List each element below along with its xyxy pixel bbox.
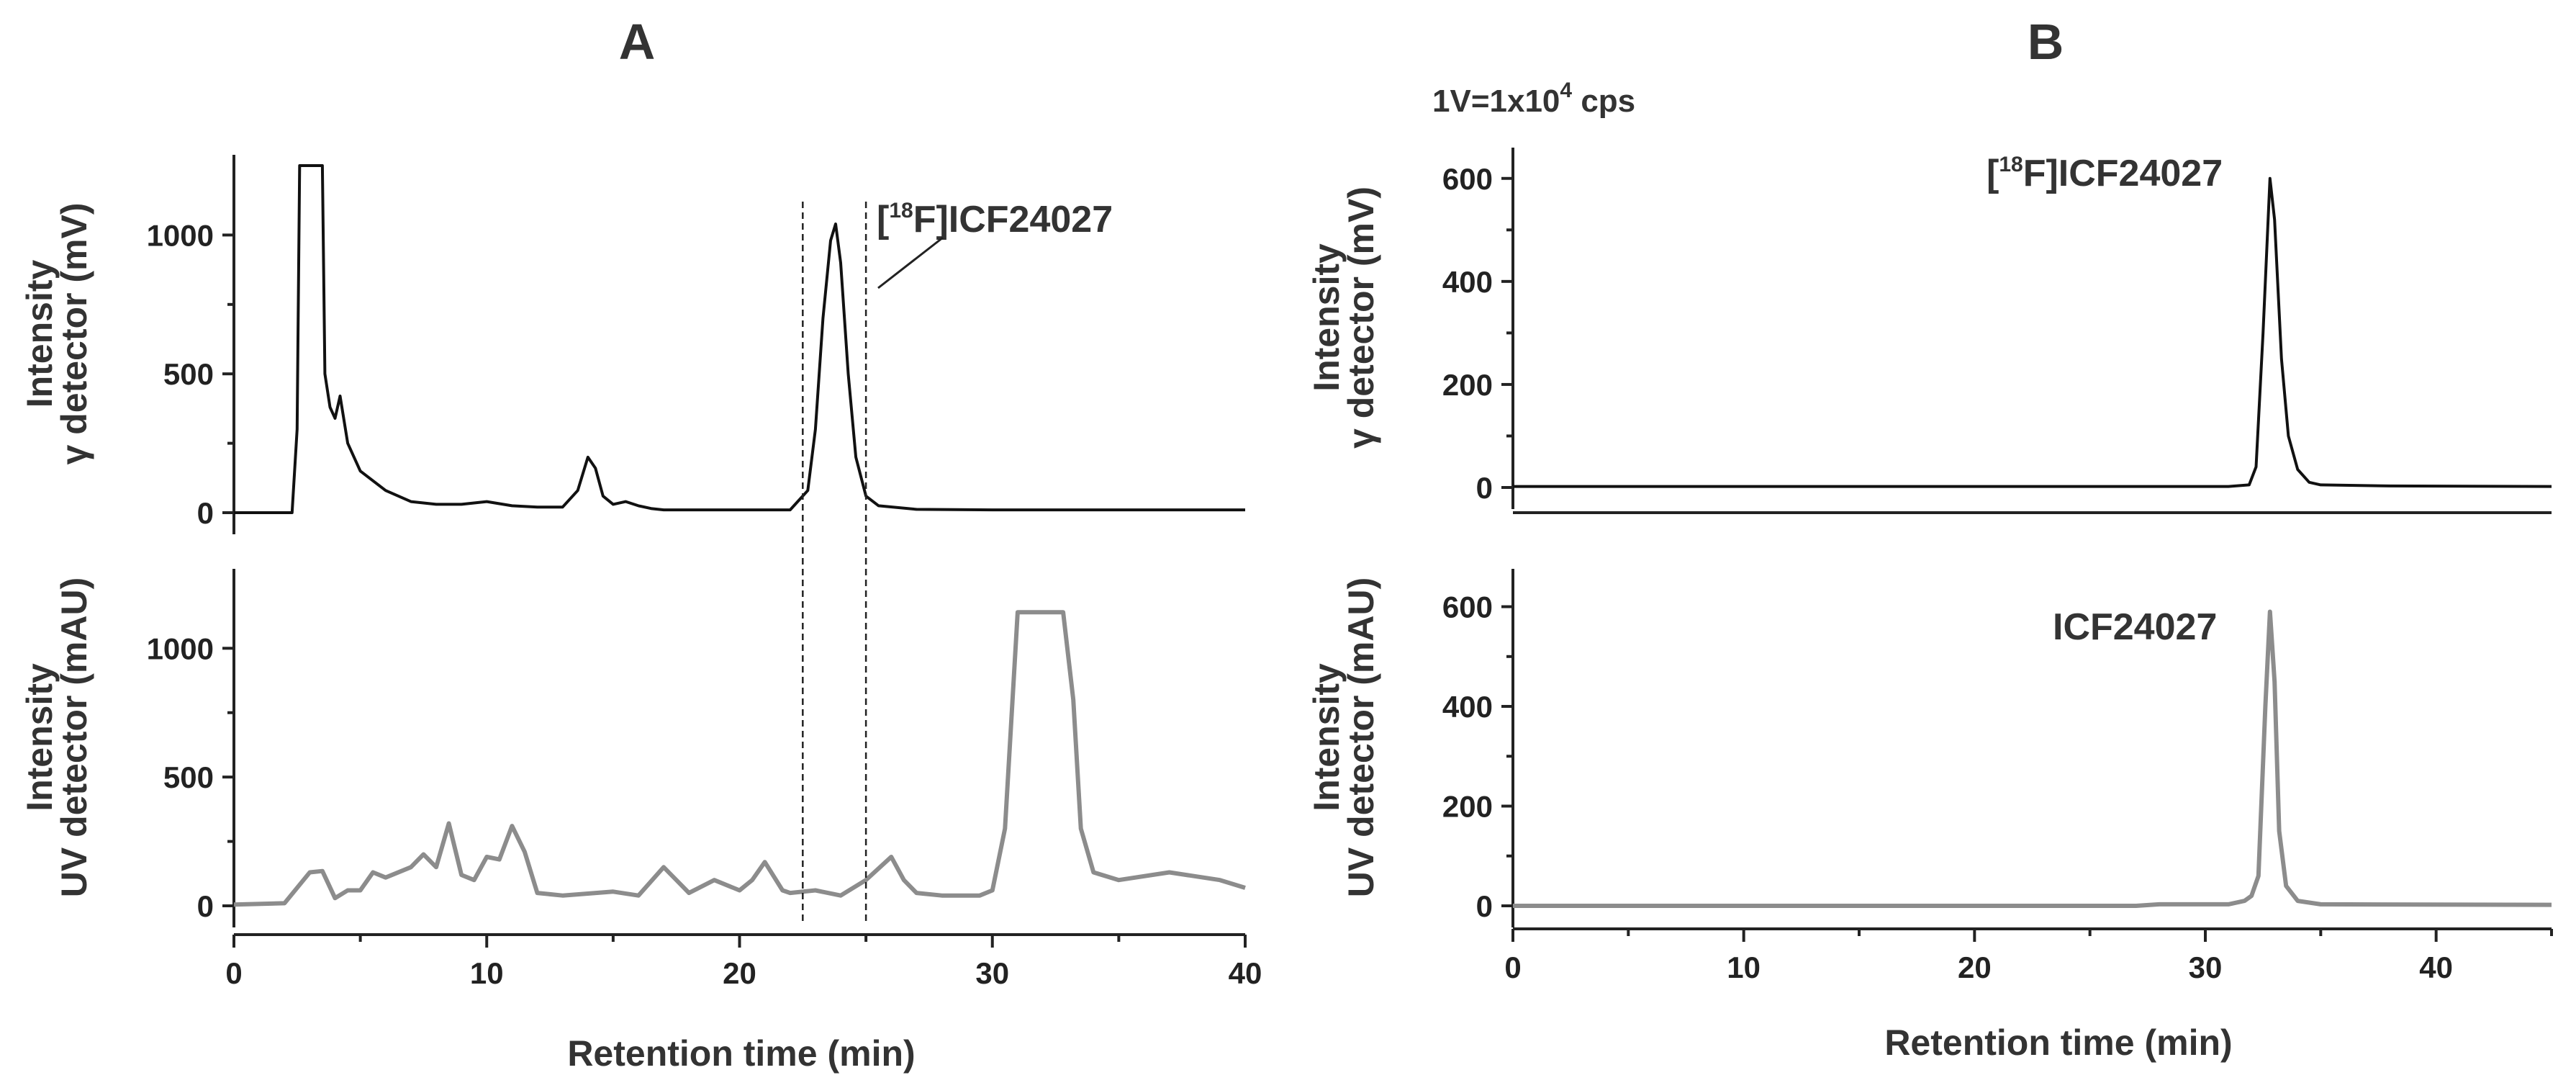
y-axis-label-line1: Intensity: [19, 260, 60, 408]
series-line: [1513, 609, 2552, 908]
x-axis-group: 0 10 20 30 40 Retention time (min): [1504, 927, 2553, 1063]
series-line: [1513, 176, 2552, 488]
x-tick-label: 10: [1727, 950, 1761, 984]
scale-note-pre: 1V=1x10: [1432, 84, 1560, 119]
peak-annotation-post: F]ICF24027: [913, 199, 1113, 240]
x-tick-label: 20: [1958, 950, 1992, 984]
x-tick-label: 30: [975, 956, 1009, 990]
x-tick-label: 0: [1504, 950, 1521, 984]
y-tick-label: 0: [197, 496, 214, 530]
y-tick-label: 500: [163, 760, 214, 794]
panel-title: B: [2028, 14, 2064, 70]
peak-annotation-pre: [: [877, 199, 889, 240]
y-tick-label: 400: [1442, 265, 1493, 299]
y-tick-label: 200: [1442, 790, 1493, 824]
y-tick-label: 200: [1442, 368, 1493, 402]
peak-annotation: ICF24027: [2053, 606, 2217, 648]
x-tick-label: 0: [225, 956, 242, 990]
peak-annotation-sup: 18: [1999, 153, 2023, 176]
x-axis-label: Retention time (min): [567, 1033, 915, 1074]
y-tick-label: 500: [163, 357, 214, 391]
y-axis-label-line2: γ detector (mV): [1341, 186, 1381, 449]
annotation-leader-line: [877, 236, 944, 289]
y-axis-label-line2: UV detector (mAU): [54, 577, 94, 897]
y-axis-label-line2: γ detector (mV): [54, 203, 94, 465]
y-tick-label: 0: [1476, 889, 1493, 923]
y-axis-label-line1: Intensity: [1306, 663, 1347, 811]
x-tick-label: 40: [1229, 956, 1262, 990]
panel-title: A: [619, 14, 656, 70]
series-line: [234, 164, 1245, 514]
peak-annotation: [18F]ICF24027: [877, 199, 1113, 240]
x-axis-label: Retention time (min): [1884, 1022, 2232, 1063]
y-tick-label: 600: [1442, 590, 1493, 624]
y-tick-label: 1000: [147, 218, 214, 252]
y-tick-label: 0: [197, 889, 214, 923]
scale-note-post: cps: [1572, 84, 1635, 119]
y-tick-label: 1000: [147, 631, 214, 665]
peak-annotation-post: F]ICF24027: [2023, 153, 2223, 194]
scale-note-sup: 4: [1560, 78, 1572, 102]
x-tick-label: 10: [470, 956, 504, 990]
x-tick-label: 20: [723, 956, 756, 990]
x-tick-label: 30: [2189, 950, 2223, 984]
x-axis-group: 0 10 20 30 40 Retention time (min): [225, 933, 1262, 1074]
y-axis-label-line1: Intensity: [19, 663, 60, 811]
peak-annotation-sup: 18: [889, 199, 913, 222]
y-tick-label: 600: [1442, 162, 1493, 196]
scale-note: 1V=1x104 cps: [1432, 78, 1635, 119]
y-axis-label-line1: Intensity: [1306, 243, 1347, 392]
peak-annotation-pre: [: [1987, 153, 1999, 194]
y-axis-label-line2: UV detector (mAU): [1341, 577, 1381, 897]
peak-annotation: [18F]ICF24027: [1987, 153, 2223, 194]
series-line: [233, 610, 1246, 907]
y-tick-label: 0: [1476, 471, 1493, 505]
x-tick-label: 40: [2419, 950, 2453, 984]
y-tick-label: 400: [1442, 690, 1493, 724]
